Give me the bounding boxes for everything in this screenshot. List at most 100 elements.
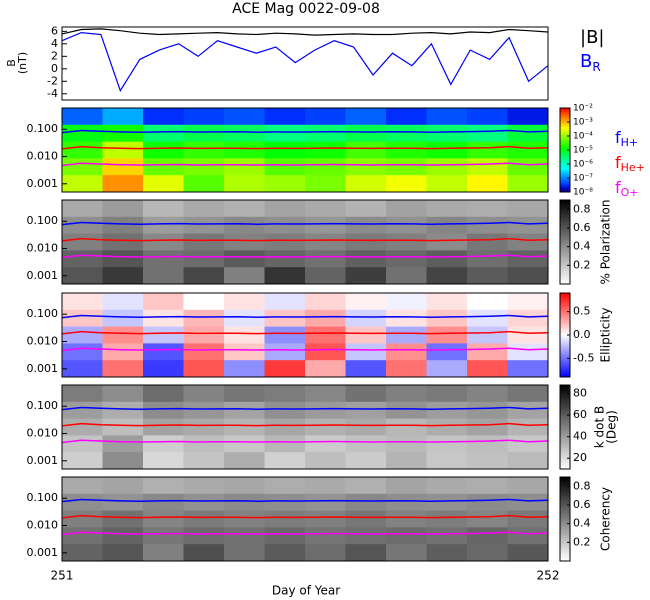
legend-sub: H+ bbox=[621, 136, 639, 149]
colorbar-tick-label: 10⁻³ bbox=[573, 118, 593, 128]
spectrogram-cell bbox=[102, 418, 144, 436]
spectrogram-cell bbox=[467, 452, 508, 470]
spectrogram-cell bbox=[426, 267, 468, 285]
colorbar-step bbox=[560, 364, 570, 367]
colorbar-step bbox=[560, 548, 570, 551]
colorbar-step bbox=[560, 481, 570, 484]
spectrogram-cell bbox=[62, 510, 103, 528]
colorbar-step bbox=[560, 150, 570, 153]
spectrogram-cell bbox=[224, 141, 265, 159]
spectrogram-cell bbox=[264, 293, 306, 311]
colorbar-step bbox=[560, 439, 570, 443]
colorbar-step bbox=[560, 554, 570, 558]
colorbar-step bbox=[560, 175, 570, 178]
y-tick-label: 0.010 bbox=[27, 242, 59, 255]
panel-frame bbox=[61, 199, 549, 285]
spectrogram-cell bbox=[143, 293, 184, 311]
colorbar-step bbox=[560, 260, 570, 264]
spectrogram-cell bbox=[507, 385, 549, 403]
spectrogram-cell bbox=[264, 477, 306, 495]
spectrogram-cell bbox=[345, 158, 387, 176]
spectrogram-cell bbox=[507, 293, 549, 311]
colorbar-step bbox=[560, 448, 570, 451]
spectrogram-cell bbox=[305, 435, 346, 453]
frequency-line bbox=[61, 221, 549, 226]
spectrogram-cell bbox=[386, 418, 427, 436]
spectrogram-cell bbox=[467, 158, 508, 176]
spectrogram-cell bbox=[386, 493, 427, 512]
spectrogram-cell bbox=[305, 401, 346, 420]
spectrogram-cell bbox=[426, 477, 468, 495]
spectrogram-cell bbox=[426, 158, 468, 176]
colorbar-step bbox=[560, 246, 570, 249]
spectrogram-cell bbox=[102, 200, 144, 218]
colorbar-step bbox=[560, 493, 570, 497]
y-tick-label: 0.001 bbox=[27, 454, 59, 467]
colorbar-step bbox=[560, 237, 570, 241]
y-tick-label: 0.100 bbox=[27, 399, 59, 412]
spectrogram-cell bbox=[183, 141, 225, 159]
colorbar-step bbox=[560, 521, 570, 524]
spectrogram-cell bbox=[102, 124, 144, 143]
spectrogram-cell bbox=[345, 510, 387, 528]
x-tick-label: 251 bbox=[51, 569, 74, 583]
spectrogram-cell bbox=[386, 452, 427, 470]
spectrogram-cell bbox=[102, 510, 144, 528]
spectrogram-cell bbox=[183, 108, 225, 126]
spectrogram-cell bbox=[467, 477, 508, 495]
spectrogram-cell bbox=[426, 401, 468, 420]
spectrogram-cell bbox=[386, 477, 427, 495]
spectrogram-cell bbox=[183, 435, 225, 453]
spectrogram-cell bbox=[102, 527, 144, 545]
colorbar-step bbox=[560, 510, 570, 514]
spectrogram-cell bbox=[143, 158, 184, 176]
y-tick-label: 0.100 bbox=[27, 214, 59, 227]
spectrogram-cell bbox=[143, 141, 184, 159]
spectrogram-cell bbox=[507, 360, 549, 378]
panel-frame bbox=[61, 476, 549, 562]
spectrogram-cell bbox=[345, 124, 387, 143]
colorbar-step bbox=[560, 416, 570, 420]
spectrogram-cell bbox=[305, 200, 346, 218]
colorbar-step bbox=[560, 491, 570, 495]
colorbar-step bbox=[560, 546, 570, 549]
colorbar-step bbox=[560, 267, 570, 270]
colorbar-step bbox=[560, 370, 570, 374]
colorbar-step bbox=[560, 227, 570, 230]
spectrogram-cell bbox=[102, 401, 144, 420]
spectrogram-cell bbox=[426, 216, 468, 235]
colorbar-tick-label: 0.4 bbox=[573, 517, 591, 530]
colorbar-step bbox=[560, 202, 570, 205]
spectrogram-cell bbox=[224, 309, 265, 328]
colorbar-step bbox=[560, 179, 570, 182]
spectrogram-cell bbox=[305, 175, 346, 193]
spectrogram-cell bbox=[386, 108, 427, 126]
frequency-line bbox=[61, 422, 549, 427]
spectrogram-cell bbox=[264, 250, 306, 268]
colorbar-step bbox=[560, 489, 570, 493]
spectrogram-cell bbox=[62, 493, 103, 512]
colorbar-step bbox=[560, 393, 570, 396]
spectrogram-cell bbox=[507, 175, 549, 193]
spectrogram-cell bbox=[143, 124, 184, 143]
spectrogram-cell bbox=[264, 267, 306, 285]
spectrogram-cell bbox=[62, 343, 103, 361]
spectrogram-cell bbox=[62, 175, 103, 193]
spectrogram-cell bbox=[507, 418, 549, 436]
colorbar-step bbox=[560, 431, 570, 434]
spectrogram-cell bbox=[467, 250, 508, 268]
colorbar-step bbox=[560, 544, 570, 547]
chart-title: ACE Mag 0022-09-08 bbox=[232, 1, 380, 17]
colorbar-step bbox=[560, 460, 570, 464]
colorbar-tick-label: 0.8 bbox=[573, 202, 591, 215]
spectrogram-cell bbox=[224, 493, 265, 512]
colorbar-step bbox=[560, 443, 570, 447]
spectrogram-cell bbox=[426, 435, 468, 453]
spectrogram-cell bbox=[62, 418, 103, 436]
colorbar-frame bbox=[559, 384, 571, 470]
spectrogram-cell bbox=[264, 309, 306, 328]
spectrogram-cell bbox=[426, 250, 468, 268]
spectrogram-cell bbox=[62, 233, 103, 251]
colorbar-label: k dot B bbox=[593, 406, 607, 448]
spectrogram-cell bbox=[143, 385, 184, 403]
